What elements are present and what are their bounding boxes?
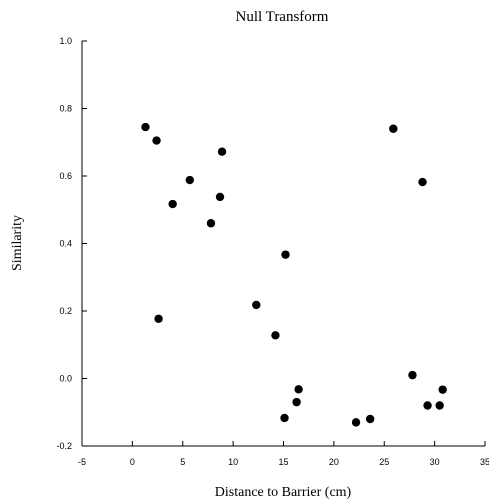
- data-point: [418, 177, 427, 187]
- data-point: [423, 401, 432, 410]
- y-tick-label: 0.2: [59, 306, 72, 316]
- data-point: [206, 219, 216, 228]
- chart-title: Null Transform: [236, 9, 329, 25]
- data-point: [438, 385, 447, 394]
- x-tick-label: 15: [278, 457, 288, 467]
- y-axis-label: Similarity: [10, 215, 25, 271]
- data-point: [168, 199, 177, 209]
- y-tick-label: 0.6: [59, 171, 72, 181]
- data-point: [281, 250, 290, 259]
- data-point: [215, 192, 225, 202]
- y-tick-label: 0.4: [59, 239, 72, 249]
- data-point: [435, 401, 444, 410]
- x-tick-label: 35: [480, 457, 489, 467]
- y-tick-label: 1.0: [59, 36, 72, 46]
- x-tick-label: 20: [329, 457, 339, 467]
- x-tick-label: 25: [379, 457, 389, 467]
- x-tick-label: 10: [228, 457, 238, 467]
- data-point: [365, 414, 375, 424]
- data-point: [185, 175, 195, 185]
- data-point: [152, 136, 161, 145]
- data-point: [351, 418, 361, 427]
- y-tick-label: 0.0: [59, 374, 72, 384]
- data-point: [280, 413, 289, 423]
- data-point: [389, 124, 398, 133]
- y-tick-label: 0.8: [59, 104, 72, 114]
- data-point: [154, 314, 163, 323]
- data-point: [292, 397, 301, 407]
- x-tick-label: 30: [430, 457, 440, 467]
- x-tick-label: 0: [130, 457, 135, 467]
- data-point: [294, 385, 303, 394]
- scatter-points: [141, 122, 447, 427]
- data-point: [217, 147, 227, 156]
- data-point: [271, 331, 280, 340]
- data-point: [141, 122, 150, 132]
- x-axis-label: Distance to Barrier (cm): [215, 485, 352, 500]
- x-tick-label: 5: [180, 457, 185, 467]
- x-axis-ticks: -5 0 5 10 15 20 25 30 35: [78, 441, 489, 467]
- y-tick-label: -0.2: [56, 441, 72, 451]
- data-point: [408, 370, 417, 380]
- x-tick-label: -5: [78, 457, 86, 467]
- data-point: [252, 300, 261, 310]
- y-axis-ticks: -0.2 0.0 0.2 0.4 0.6 0.8 1.0: [56, 36, 87, 451]
